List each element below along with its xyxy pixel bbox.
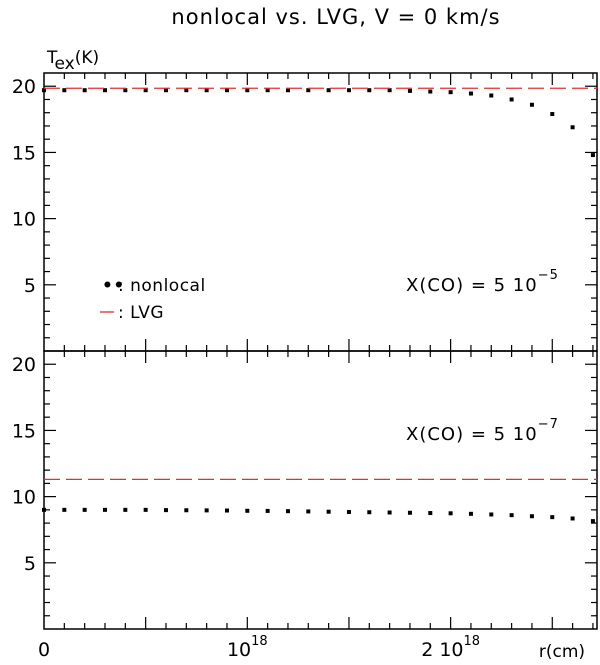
chart-title: nonlocal vs. LVG, V = 0 km/s [171,5,500,29]
x-axis-label: r(cm) [539,642,585,662]
x-tick-label-exponent: 18 [464,634,481,649]
panel-top: 5 10 15 20 [12,72,598,352]
y-tick-label: 20 [12,76,36,98]
nonlocal-point [489,512,494,517]
nonlocal-point [265,508,270,513]
nonlocal-point [143,88,148,93]
y-tick-label: 10 [12,209,36,231]
nonlocal-point [387,510,392,515]
nonlocal-point [285,509,290,514]
y-tick-label: 5 [24,553,36,575]
panel-bottom: 5 10 15 20 [12,350,598,630]
nonlocal-point [42,507,46,512]
nonlocal-point [82,88,87,93]
nonlocal-point [62,88,67,93]
annotation-top: X(CO) = 5 10−5 [406,268,559,296]
y-tick-label: 15 [12,142,36,164]
nonlocal-point [387,88,392,93]
nonlocal-point [428,511,433,516]
y-axis-label-subscript: ex [55,54,75,74]
legend: •• : nonlocal : LVG [100,276,206,323]
x-tick-label: 0 [38,639,50,661]
nonlocal-point [367,510,372,515]
nonlocal-point [245,88,250,93]
annotation-bottom-text: X(CO) = 5 10 [406,424,538,445]
nonlocal-point [468,511,473,516]
legend-lvg-label: : LVG [118,303,164,323]
y-tick-label: 5 [24,275,36,297]
nonlocal-point [428,89,433,94]
annotation-top-exponent: −5 [538,268,559,283]
nonlocal-point [407,510,412,515]
x-tick-labels: 0 1018 2 1018 [38,634,480,661]
plot-frame [43,350,598,630]
nonlocal-point [570,125,575,130]
nonlocal-point [102,507,107,512]
nonlocal-point [489,93,494,98]
nonlocal-point [306,88,311,93]
x-tick-label-exponent: 18 [251,634,268,649]
nonlocal-point [550,112,555,117]
nonlocal-point [62,507,67,512]
nonlocal-point [590,153,595,158]
nonlocal-point [82,507,87,512]
nonlocal-point [529,514,534,519]
nonlocal-point [407,88,412,93]
nonlocal-point [204,508,209,513]
annotation-bottom-exponent: −7 [538,417,559,432]
nonlocal-point [550,515,555,520]
nonlocal-point [42,88,46,93]
y-axis-label: Tex(K) [46,48,99,74]
nonlocal-point [163,88,168,93]
y-tick-label: 20 [12,354,36,376]
nonlocal-point [245,508,250,513]
x-tick-label-base: 0 [38,639,50,661]
nonlocal-point [367,88,372,93]
nonlocal-point [184,88,189,93]
y-axis-label-unit: (K) [75,48,99,68]
nonlocal-point [326,88,331,93]
nonlocal-point [306,509,311,514]
x-tick-label-base: 10 [227,639,251,661]
nonlocal-point [224,88,229,93]
y-tick-label: 15 [12,420,36,442]
x-tick-label: 1018 [227,634,268,661]
nonlocal-point [448,511,453,516]
nonlocal-point [346,509,351,514]
nonlocal-point [509,97,514,102]
nonlocal-point [123,507,128,512]
y-tick-label: 10 [12,487,36,509]
nonlocal-point [265,88,270,93]
nonlocal-point [326,509,331,514]
nonlocal-point [590,519,595,524]
nonlocal-point [346,88,351,93]
annotation-bottom: X(CO) = 5 10−7 [406,417,559,445]
nonlocal-point [184,508,189,513]
nonlocal-point [163,508,168,513]
nonlocal-point [570,516,575,521]
nonlocal-point [102,88,107,93]
nonlocal-point [204,88,209,93]
nonlocal-point [448,90,453,95]
legend-nonlocal-marker: •• [102,276,125,296]
nonlocal-point [529,102,534,107]
nonlocal-point [285,88,290,93]
x-tick-label: 2 1018 [421,634,480,661]
annotation-top-text: X(CO) = 5 10 [406,275,538,296]
nonlocal-point [123,88,128,93]
nonlocal-point [143,507,148,512]
nonlocal-point [509,513,514,518]
nonlocal-point [468,91,473,96]
x-tick-label-base: 2 10 [421,639,463,661]
nonlocal-point [224,508,229,513]
legend-nonlocal-label: : nonlocal [118,276,206,296]
